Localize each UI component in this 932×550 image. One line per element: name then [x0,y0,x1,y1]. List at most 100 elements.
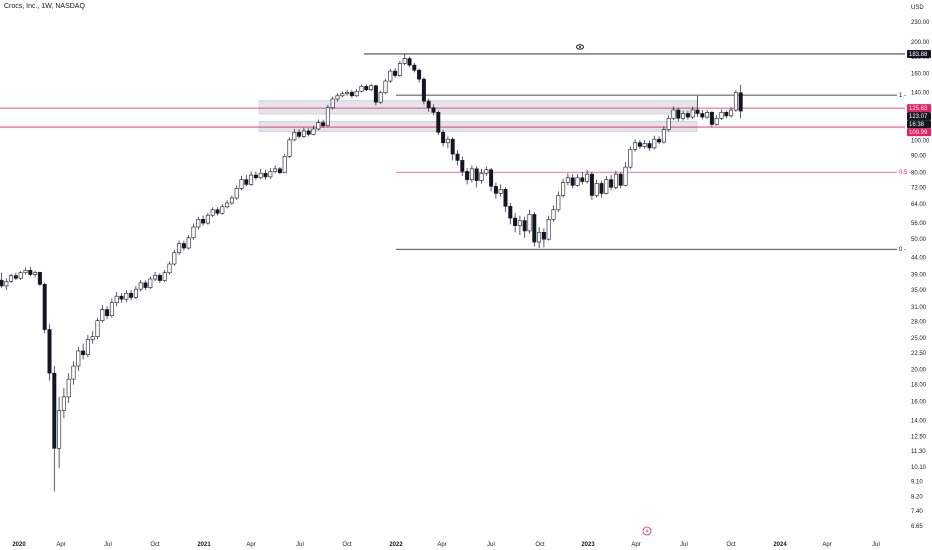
candle[interactable] [100,304,105,323]
candle[interactable] [234,185,239,200]
candle[interactable] [287,137,292,158]
candle[interactable] [465,167,470,185]
candle[interactable] [642,139,647,149]
candle[interactable] [378,90,383,104]
price-tag-2[interactable]: 123.07 [907,112,931,121]
candle[interactable] [373,84,378,106]
candle[interactable] [119,293,124,303]
candle[interactable] [81,343,86,360]
candle[interactable] [244,175,249,187]
candle[interactable] [138,280,143,292]
candle[interactable] [623,162,628,187]
candle[interactable] [652,135,657,150]
candle[interactable] [148,276,153,290]
candle[interactable] [393,68,398,78]
candle[interactable] [321,119,326,128]
candle[interactable] [33,270,38,278]
candle[interactable] [532,212,537,247]
candle[interactable] [498,184,503,197]
candle[interactable] [628,146,633,169]
candle[interactable] [181,240,186,251]
candle[interactable] [570,174,575,189]
candle[interactable] [460,156,465,176]
candle[interactable] [330,96,335,110]
candle[interactable] [613,170,618,190]
candle[interactable] [18,270,23,280]
candle[interactable] [335,93,340,102]
candle[interactable] [42,282,47,334]
candle[interactable] [517,215,522,236]
candle[interactable] [546,215,551,241]
candle[interactable] [479,168,484,184]
candle[interactable] [297,129,302,139]
candle[interactable] [388,68,393,83]
candle[interactable] [273,165,278,174]
candle[interactable] [220,204,225,215]
candle[interactable] [225,200,230,209]
candle[interactable] [585,169,590,184]
candle[interactable] [647,140,652,151]
candle[interactable] [23,267,28,275]
candle[interactable] [633,139,638,152]
price-tag-4[interactable]: 109.99 [907,128,931,137]
candle[interactable] [349,90,354,98]
candle[interactable] [671,106,676,121]
candle[interactable] [263,169,268,180]
lightning-icon[interactable] [642,526,652,536]
candle[interactable] [364,84,369,92]
candle[interactable] [594,179,599,198]
candle[interactable] [609,175,614,191]
candle[interactable] [527,209,532,234]
candle[interactable] [676,107,681,122]
candle[interactable] [359,84,364,93]
candle[interactable] [402,53,407,66]
candle[interactable] [700,110,705,120]
candle[interactable] [556,191,561,213]
candle[interactable] [71,361,76,385]
candle[interactable] [90,331,95,344]
candle[interactable] [354,89,359,98]
candle[interactable] [412,63,417,73]
candle[interactable] [407,56,412,68]
candle[interactable] [599,180,604,198]
candle[interactable] [177,240,182,255]
eye-icon[interactable] [576,44,584,50]
candle[interactable] [124,289,129,302]
candle[interactable] [47,324,52,381]
candle[interactable] [565,173,570,186]
candle[interactable] [345,89,350,96]
price-tag-3[interactable]: 16:38 [907,120,931,129]
candle[interactable] [604,175,609,195]
candle[interactable] [541,228,546,248]
candle[interactable] [105,306,110,320]
candle[interactable] [13,272,18,281]
candle[interactable] [690,106,695,119]
candle[interactable] [657,136,662,145]
candle[interactable] [719,109,724,121]
zone-box-0[interactable] [258,100,698,115]
candle[interactable] [52,366,57,492]
candle[interactable] [661,126,666,144]
candle[interactable] [431,104,436,116]
price-tag-0[interactable]: 183.88 [907,49,931,58]
candle[interactable] [109,298,114,318]
candle[interactable] [369,83,374,92]
candle[interactable] [258,168,263,180]
candle[interactable] [186,235,191,250]
candle[interactable] [268,167,273,179]
candle[interactable] [57,396,62,469]
candle[interactable] [575,174,580,187]
candle[interactable] [172,249,177,266]
candle[interactable] [580,172,585,185]
candle[interactable] [522,216,527,238]
candle[interactable] [239,175,244,191]
candle[interactable] [153,272,158,282]
candle[interactable] [421,77,426,105]
candle[interactable] [37,271,42,286]
candle[interactable] [729,107,734,118]
candle[interactable] [133,285,138,300]
candle[interactable] [709,111,714,128]
candle[interactable] [445,136,450,148]
candle[interactable] [513,213,518,233]
candle[interactable] [551,205,556,222]
